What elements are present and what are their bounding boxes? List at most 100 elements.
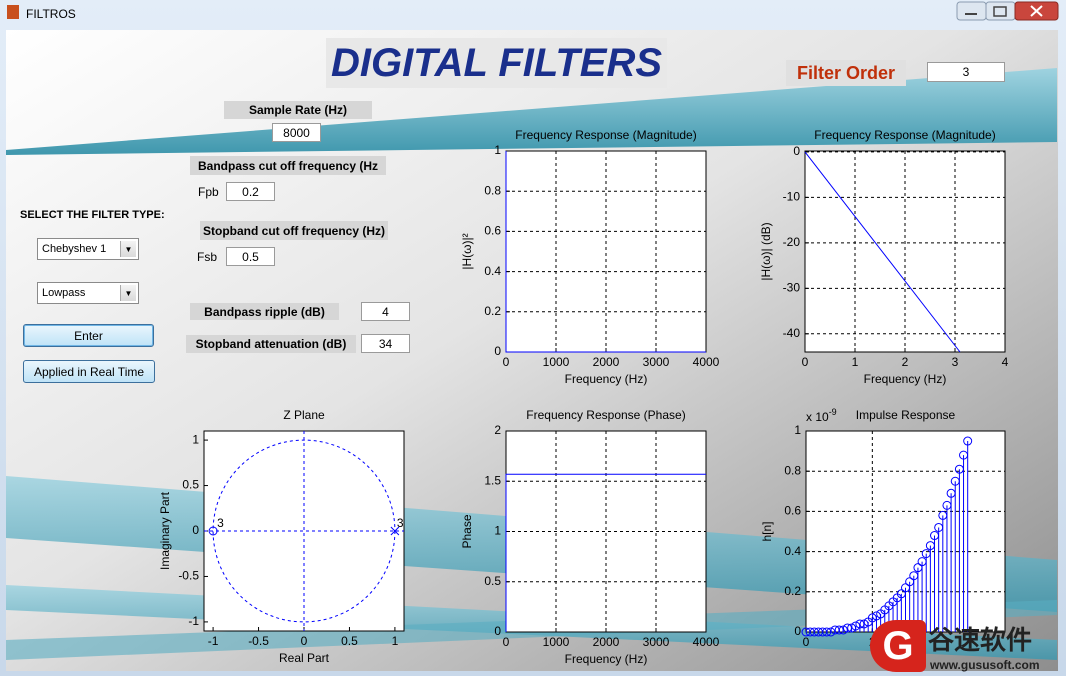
ripple-input[interactable]: 4: [361, 302, 410, 321]
y-tick-label: 2: [494, 423, 501, 437]
y-tick-label: 1: [192, 432, 199, 446]
y-tick-label: 0: [794, 624, 801, 638]
pole-multiplicity: 3: [397, 516, 404, 530]
x-tick-label: 0.5: [341, 634, 358, 648]
y-tick-label: -20: [783, 235, 801, 249]
window-title: FILTROS: [26, 7, 76, 21]
y-tick-label: -10: [783, 190, 801, 204]
zero-multiplicity: 3: [217, 516, 224, 530]
y-tick-label: 0.6: [784, 504, 801, 518]
y-tick-label: 1: [494, 524, 501, 538]
plot-title: Impulse Response: [856, 408, 956, 422]
ripple-label: Bandpass ripple (dB): [190, 303, 339, 320]
app-title: DIGITAL FILTERS: [326, 38, 667, 88]
fpb-label: Fpb: [198, 184, 219, 199]
filter-order-input[interactable]: 3: [927, 62, 1005, 82]
response-line: [505, 473, 706, 632]
scale-label: x 10-9: [806, 407, 837, 424]
sample-rate-input[interactable]: 8000: [272, 123, 321, 142]
x-tick-label: 4000: [693, 355, 720, 369]
decor-stripe: [6, 68, 1057, 155]
y-tick-label: 0.5: [484, 574, 501, 588]
plot-title: Frequency Response (Magnitude): [515, 128, 696, 142]
y-tick-label: 0.4: [784, 544, 801, 558]
y-tick-label: 1: [794, 423, 801, 437]
stem-marker: [963, 436, 973, 446]
x-tick-label: 0: [301, 634, 308, 648]
x-tick-label: 4000: [693, 635, 720, 649]
y-tick-label: 0: [494, 624, 501, 638]
y-tick-label: 0.8: [484, 183, 501, 197]
watermark-url: www.gususoft.com: [930, 658, 1040, 672]
plot-area: [804, 150, 1006, 353]
x-tick-label: 2: [902, 355, 909, 369]
y-tick-label: 0.2: [484, 304, 501, 318]
stem-marker: [822, 627, 832, 637]
x-tick-label: -1: [208, 634, 219, 648]
plot-area: [505, 430, 707, 633]
plot-title: Frequency Response (Magnitude): [814, 128, 995, 142]
response-line: [505, 151, 706, 353]
y-tick-label: -30: [783, 281, 801, 295]
x-tick-label: 3000: [643, 635, 670, 649]
pole-marker: [390, 526, 400, 536]
y-tick-label: -1: [188, 614, 199, 628]
plot-area: [505, 150, 707, 353]
bandpass-label: Bandpass cut off frequency (Hz: [190, 156, 386, 175]
realtime-button[interactable]: Applied in Real Time: [23, 360, 155, 383]
enter-button[interactable]: Enter: [23, 324, 154, 347]
design-value: Chebyshev 1: [42, 243, 107, 255]
plot-title: Frequency Response (Phase): [526, 408, 685, 422]
x-tick-label: 2000: [593, 635, 620, 649]
x-tick-label: 0: [503, 355, 510, 369]
y-axis-label: |H(ω)|²: [460, 233, 474, 269]
y-tick-label: 1: [494, 143, 501, 157]
y-tick-label: -0.5: [178, 569, 199, 583]
minimize-button[interactable]: [956, 1, 987, 21]
band-dropdown[interactable]: Lowpass ▼: [37, 282, 139, 304]
y-axis-label: h[n]: [760, 521, 774, 541]
attenuation-input[interactable]: 34: [361, 334, 410, 353]
filter-order-label: Filter Order: [786, 60, 906, 86]
x-tick-label: 2000: [593, 355, 620, 369]
scale-exponent: -9: [829, 407, 837, 417]
x-tick-label: -0.5: [248, 634, 269, 648]
sample-rate-label: Sample Rate (Hz): [224, 101, 372, 119]
y-tick-label: 0.5: [182, 478, 199, 492]
x-tick-label: 3: [952, 355, 959, 369]
y-tick-label: 0.2: [784, 584, 801, 598]
y-tick-label: 0.8: [784, 463, 801, 477]
scale-base: x 10: [806, 410, 829, 424]
x-tick-label: 1000: [543, 635, 570, 649]
plot-title: Z Plane: [283, 408, 325, 422]
x-axis-label: Frequency (Hz): [565, 652, 648, 666]
y-axis-label: Phase: [460, 514, 474, 548]
fpb-input[interactable]: 0.2: [226, 182, 275, 201]
y-tick-label: 1.5: [484, 473, 501, 487]
zero-marker: [208, 526, 218, 536]
x-tick-label: 0: [503, 635, 510, 649]
fsb-label: Fsb: [197, 249, 218, 264]
x-tick-label: 0: [803, 635, 810, 649]
x-tick-label: 4: [1002, 355, 1009, 369]
y-tick-label: 0: [192, 523, 199, 537]
x-tick-label: 1: [852, 355, 859, 369]
x-axis-label: Frequency (Hz): [565, 372, 648, 386]
x-tick-label: 0: [802, 355, 809, 369]
design-dropdown[interactable]: Chebyshev 1 ▼: [37, 238, 139, 260]
x-tick-label: 1: [392, 634, 399, 648]
filter-type-label: SELECT THE FILTER TYPE:: [20, 209, 165, 221]
response-line: [804, 151, 961, 353]
y-tick-label: 0.4: [484, 264, 501, 278]
x-tick-label: 1000: [543, 355, 570, 369]
y-tick-label: 0: [793, 144, 800, 158]
y-axis-label: Imaginary Part: [158, 491, 172, 570]
x-tick-label: 3000: [643, 355, 670, 369]
maximize-button[interactable]: [985, 1, 1016, 21]
x-axis-label: Frequency (Hz): [864, 372, 947, 386]
fsb-input[interactable]: 0.5: [226, 247, 275, 266]
y-tick-label: 0.6: [484, 224, 501, 238]
stopband-label: Stopband cut off frequency (Hz): [200, 221, 388, 240]
